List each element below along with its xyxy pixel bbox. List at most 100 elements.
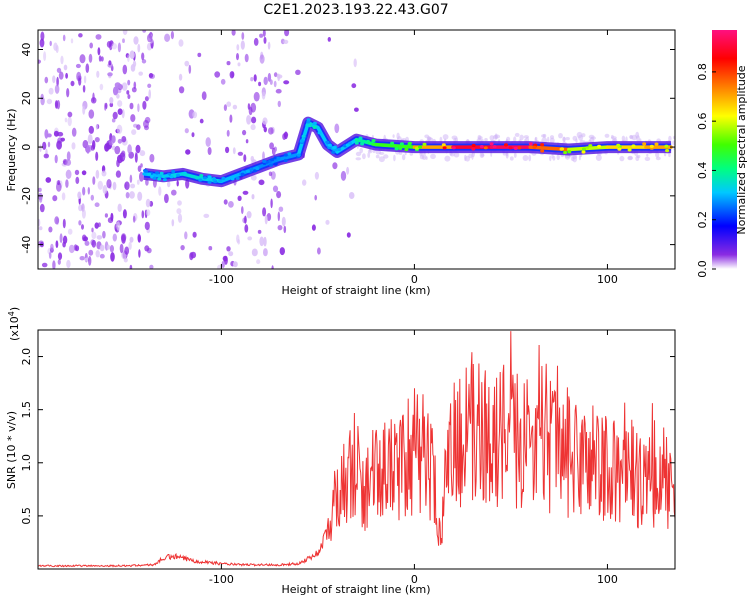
halo-blob — [378, 156, 385, 163]
trace-speckle — [654, 142, 659, 146]
trace-speckle — [390, 141, 395, 145]
noise-blob — [314, 171, 319, 180]
halo-blob — [572, 154, 578, 160]
halo-blob — [627, 155, 633, 160]
noise-blob — [133, 81, 137, 89]
trace-speckle — [296, 153, 301, 157]
noise-blob — [95, 250, 100, 258]
noise-blob — [101, 170, 107, 177]
spectrogram-panel: -100 0 100 -40 -20 0 20 40 Height of straight … — [5, 29, 748, 297]
noise-blob — [52, 260, 56, 269]
noise-blob — [116, 124, 123, 134]
trace-speckle — [198, 178, 203, 182]
noise-blob — [60, 55, 64, 65]
noise-blob — [129, 102, 134, 110]
trace-speckle — [517, 146, 522, 150]
noise-blob — [117, 138, 123, 144]
noise-blob — [79, 54, 86, 64]
y-tick-label: 2.0 — [20, 348, 33, 366]
noise-blob — [171, 189, 177, 196]
trace-speckle — [332, 146, 337, 150]
noise-blob — [137, 191, 143, 201]
noise-blob — [106, 179, 112, 189]
halo-blob — [668, 135, 672, 142]
y-tick-label: -20 — [20, 187, 33, 205]
noise-blob — [57, 131, 64, 137]
noise-blob — [185, 149, 191, 155]
noise-blob — [40, 31, 45, 41]
noise-blob — [96, 235, 103, 240]
trace-speckle — [152, 176, 157, 180]
trace-speckle — [567, 150, 572, 154]
trace-speckle — [164, 174, 169, 178]
noise-blob — [133, 36, 139, 45]
trace-speckle — [143, 169, 148, 173]
noise-blob — [65, 169, 72, 179]
noise-blob — [88, 255, 92, 266]
colorbar — [712, 30, 737, 269]
trace-speckle — [169, 175, 174, 179]
noise-blob — [90, 144, 96, 151]
noise-blob — [229, 114, 233, 123]
noise-blob — [52, 75, 56, 84]
halo-blob — [551, 153, 554, 159]
noise-blob — [253, 74, 257, 82]
noise-blob — [62, 218, 66, 229]
snr-series-line — [38, 331, 675, 568]
noise-blob — [116, 221, 121, 231]
halo-blob — [484, 138, 488, 142]
noise-blob — [283, 225, 287, 234]
noise-blob — [38, 226, 43, 231]
noise-blob — [56, 140, 62, 150]
noise-blob — [145, 178, 149, 186]
trace-speckle — [218, 179, 223, 183]
noise-blob — [126, 90, 130, 95]
noise-blob — [89, 42, 93, 49]
noise-blob — [116, 93, 120, 99]
colorbar-tick-label: 0.0 — [696, 260, 709, 278]
noise-blob — [251, 248, 258, 257]
noise-blob — [39, 203, 45, 213]
noise-blob — [164, 193, 169, 204]
trace-speckle — [312, 125, 317, 129]
noise-blob — [91, 231, 97, 240]
noise-blob — [273, 72, 278, 78]
noise-blob — [272, 185, 279, 193]
noise-blob — [226, 246, 231, 252]
noise-blob — [91, 227, 94, 233]
noise-blob — [178, 39, 184, 47]
noise-blob — [236, 44, 240, 51]
noise-blob — [178, 73, 183, 81]
trace-speckle — [176, 173, 180, 177]
halo-blob — [556, 154, 560, 161]
noise-blob — [192, 231, 197, 238]
trace-speckle — [317, 131, 322, 135]
noise-blob — [244, 224, 249, 233]
trace-speckle — [240, 172, 245, 176]
noise-blob — [71, 142, 76, 150]
noise-blob — [122, 38, 125, 43]
x-tick-label: 0 — [411, 273, 418, 286]
noise-blob — [199, 118, 204, 124]
noise-blob — [225, 146, 230, 154]
noise-blob — [87, 187, 91, 195]
noise-blob — [250, 174, 257, 181]
noise-blob — [122, 30, 128, 35]
noise-blob — [237, 195, 242, 201]
noise-blob — [54, 84, 60, 94]
halo-blob — [629, 135, 634, 140]
noise-blob — [242, 190, 249, 195]
halo-blob — [619, 155, 625, 162]
halo-blob — [362, 153, 366, 160]
noise-blob — [253, 91, 260, 102]
noise-blob — [130, 183, 136, 189]
x-tick-label: 100 — [597, 573, 618, 586]
noise-blob — [231, 30, 236, 36]
noise-blob — [49, 40, 52, 47]
noise-blob — [70, 80, 75, 87]
noise-blob — [191, 132, 195, 138]
x-axis-label-top: Height of straight line (km) — [281, 284, 430, 297]
trace-speckle — [371, 142, 376, 146]
halo-blob — [672, 140, 675, 146]
